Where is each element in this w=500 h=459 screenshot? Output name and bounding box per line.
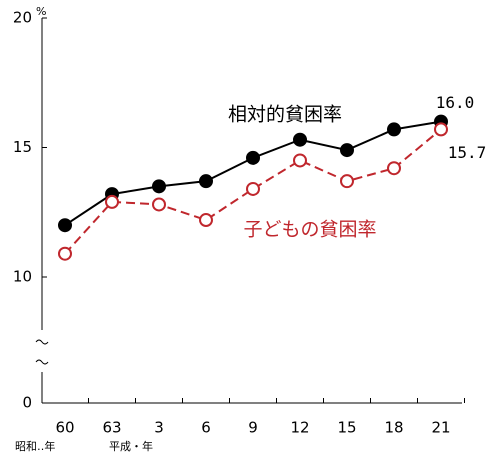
y-tick-label: 10 — [13, 268, 32, 286]
series-label: 子どもの貧困率 — [243, 219, 376, 241]
x-tick-label: 18 — [384, 419, 403, 437]
line — [64, 120, 442, 227]
marker — [293, 153, 307, 168]
y-tick-label: 0 — [22, 394, 32, 412]
y-tick-label: 15 — [13, 138, 32, 156]
x-tick-label: 15 — [337, 419, 356, 437]
x-tick-label: 21 — [431, 419, 450, 437]
x-tick-label: 63 — [102, 419, 121, 437]
marker — [58, 218, 72, 233]
marker — [246, 150, 260, 165]
y-unit: % — [36, 5, 46, 18]
marker — [152, 197, 166, 212]
value-label: 16.0 — [436, 93, 475, 112]
marker — [293, 132, 307, 147]
series-label: 相対的貧困率 — [228, 104, 342, 126]
marker — [199, 174, 213, 189]
x-tick-label: 12 — [290, 419, 309, 437]
era-label: 昭和‥年 — [15, 439, 55, 453]
x-tick-label: 60 — [55, 419, 74, 437]
line — [64, 128, 442, 255]
x-tick-label: 9 — [248, 419, 258, 437]
era-label: 平成・年 — [109, 439, 153, 453]
value-label: 15.7 — [448, 143, 487, 162]
marker — [152, 179, 166, 194]
x-tick-label: 6 — [201, 419, 211, 437]
y-tick-label: 20 — [13, 9, 32, 27]
marker — [387, 161, 401, 176]
marker — [199, 213, 213, 228]
marker — [246, 181, 260, 196]
marker — [340, 174, 354, 189]
x-tick-label: 3 — [154, 419, 164, 437]
marker — [387, 122, 401, 137]
marker — [340, 143, 354, 158]
marker — [58, 246, 72, 261]
axis-break — [35, 339, 49, 365]
marker — [105, 194, 119, 209]
marker — [434, 122, 448, 137]
